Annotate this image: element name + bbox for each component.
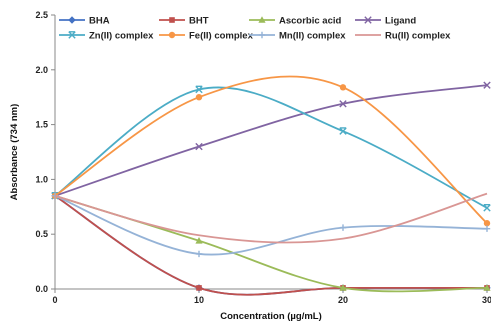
data-point-ligand: [483, 81, 491, 89]
legend-item-ru-ii-complex: Ru(II) complex: [355, 31, 451, 42]
legend-marker-fe-ii-complex: [168, 31, 176, 39]
data-point-mn-ii-complex: [483, 225, 491, 232]
legend-marker-ascorbic-acid: [258, 16, 266, 23]
data-point-mn-ii-complex: [339, 224, 347, 231]
data-point-zn-ii-complex: [195, 85, 203, 94]
legend-item-ligand: Ligand: [355, 16, 416, 27]
y-tick-label: 2.5: [35, 10, 48, 20]
legend-item-fe-ii-complex: Fe(II) complex: [159, 31, 254, 42]
series-line-zn-ii-complex: [54, 86, 488, 209]
data-point-ascorbic-acid: [195, 236, 203, 244]
data-point-ascorbic-acid: [339, 284, 347, 291]
legend-label-ligand: Ligand: [385, 16, 416, 27]
data-point-fe-ii-complex: [339, 84, 347, 91]
legend-label-ru-ii-complex: Ru(II) complex: [385, 31, 451, 42]
y-tick-label: 0.5: [35, 229, 48, 239]
y-tick-label: 2.0: [35, 65, 48, 75]
legend-item-bht: BHT: [159, 16, 209, 27]
legend-label-ascorbic-acid: Ascorbic acid: [279, 16, 341, 27]
series-line-ru-ii-complex: [54, 192, 488, 244]
data-point-bht: [196, 285, 202, 291]
series-layer: [51, 75, 491, 296]
data-point-fe-ii-complex: [483, 220, 491, 227]
legend-marker-bht: [169, 17, 175, 23]
legend-marker-bha: [68, 16, 76, 24]
series-mn-ii-complex: [51, 192, 491, 258]
legend: BHA BHT Ascorbic acid Ligand Zn(II) complex F…: [59, 16, 451, 42]
legend-label-zn-ii-complex: Zn(II) complex: [89, 31, 154, 42]
y-tick-label: 1.5: [35, 120, 48, 130]
legend-item-bha: BHA: [59, 16, 110, 27]
x-axis-title: Concentration (µg/mL): [220, 311, 322, 322]
x-tick-label: 30: [482, 295, 491, 305]
data-point-fe-ii-complex: [195, 94, 203, 101]
y-tick-label: 1.0: [35, 174, 48, 184]
series-line-mn-ii-complex: [54, 195, 488, 256]
series-line-bha: [54, 195, 487, 296]
y-tick-label: 0.0: [35, 284, 48, 294]
data-point-zn-ii-complex: [483, 203, 491, 212]
y-ticks: 0.0 0.5 1.0 1.5 2.0 2.5: [35, 10, 55, 294]
data-point-mn-ii-complex: [195, 250, 203, 258]
legend-marker-mn-ii-complex: [258, 31, 266, 39]
series-zn-ii-complex: [51, 85, 491, 212]
legend-label-bht: BHT: [189, 16, 209, 27]
x-tick-label: 20: [338, 295, 348, 305]
legend-label-fe-ii-complex: Fe(II) complex: [189, 31, 254, 42]
series-line-bht: [54, 195, 487, 296]
data-point-ascorbic-acid: [483, 284, 491, 291]
legend-label-bha: BHA: [89, 16, 110, 27]
legend-item-mn-ii-complex: Mn(II) complex: [249, 31, 346, 42]
y-axis-title: Absorbance (734 nm): [9, 104, 20, 201]
series-line-ligand: [54, 84, 488, 197]
legend-item-zn-ii-complex: Zn(II) complex: [59, 31, 154, 42]
data-point-ligand: [339, 100, 347, 108]
legend-marker-ligand: [364, 16, 372, 24]
legend-label-mn-ii-complex: Mn(II) complex: [279, 31, 346, 42]
data-point-ligand: [195, 142, 203, 151]
legend-marker-zn-ii-complex: [68, 31, 76, 39]
x-tick-label: 10: [194, 295, 204, 305]
series-line-fe-ii-complex: [54, 75, 488, 224]
x-tick-label: 0: [52, 295, 57, 305]
plot-area: 0.0 0.5 1.0 1.5 2.0 2.5 0 10 20 30: [35, 10, 491, 305]
series-ru-ii-complex: [54, 192, 488, 244]
legend-item-ascorbic-acid: Ascorbic acid: [249, 16, 341, 27]
data-point-zn-ii-complex: [339, 127, 347, 135]
